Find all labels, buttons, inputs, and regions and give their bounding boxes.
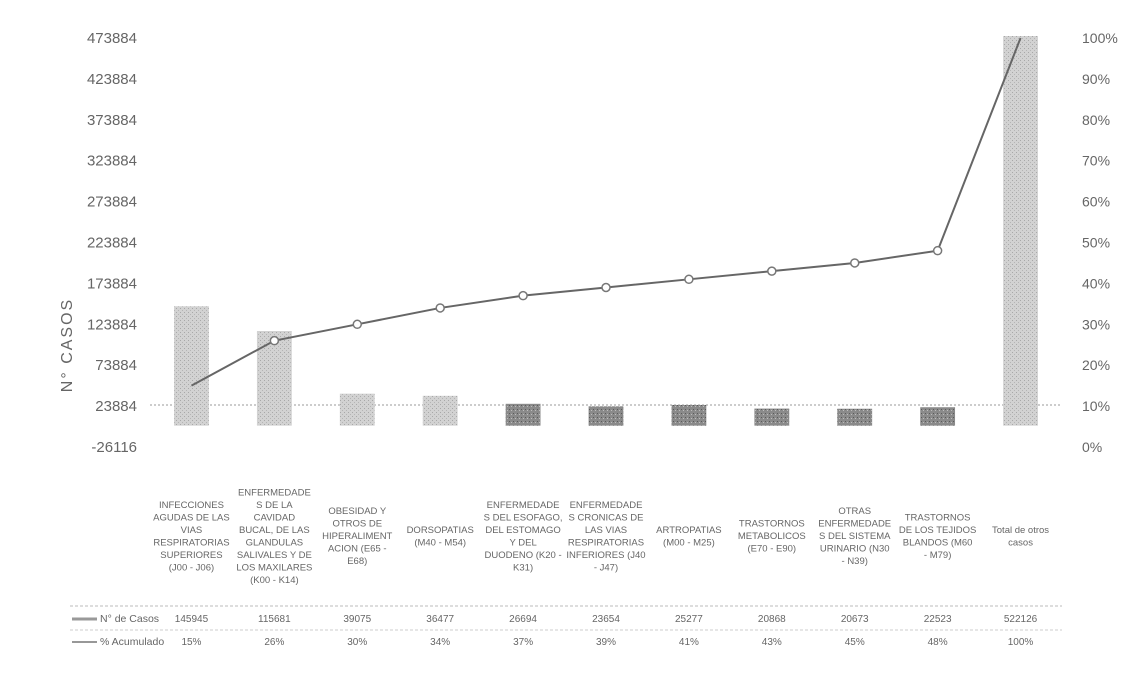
legend-series-name: N° de Casos [100, 613, 159, 625]
y-tick-left-label: 223884 [87, 235, 137, 252]
y-tick-left-label: 173884 [87, 275, 137, 292]
y-tick-right-label: 10% [1082, 398, 1110, 414]
bar [837, 408, 873, 426]
y-tick-right-label: 50% [1082, 235, 1110, 251]
bar [422, 395, 458, 426]
table-cell: 20868 [758, 614, 786, 625]
bar [174, 306, 209, 426]
cumulative-marker [932, 245, 943, 256]
table-cell: 26694 [509, 614, 537, 625]
y-tick-right-label: 20% [1082, 357, 1110, 373]
table-cell: 22523 [924, 614, 952, 625]
legend-series-name: % Acumulado [100, 636, 164, 648]
cumulative-marker [849, 258, 860, 268]
y-tick-left-label: 273884 [87, 194, 137, 211]
cumulative-marker [269, 335, 280, 346]
bar [588, 406, 624, 426]
cumulative-marker [767, 266, 777, 276]
table-cell: 43% [762, 637, 782, 648]
cumulative-line [190, 37, 1022, 387]
y-tick-left-label: 123884 [87, 316, 137, 333]
y-tick-right-label: 0% [1082, 439, 1102, 455]
bar [671, 404, 707, 426]
table-cell: 522126 [1004, 614, 1038, 625]
table-cell: 36477 [426, 614, 454, 625]
category-label: ENFERMEDADE S CRONICAS DE LAS VIAS RESPIRAT… [566, 500, 645, 574]
cumulative-marker [435, 303, 445, 313]
bar [339, 393, 375, 426]
category-label: ARTROPATIAS (M00 - M25) [656, 525, 721, 549]
table-cell: 115681 [258, 614, 291, 625]
cumulative-marker [601, 282, 611, 293]
y-axis-left: 473884 423884 373884 323884 273884 223884 1738… [87, 30, 137, 456]
table-cell: 23654 [592, 614, 620, 625]
y-axis-right: 100% 90% 80% 70% 60% 50% 40% 30% 20% 10% 0% [1082, 30, 1118, 455]
y-tick-left-label: -26116 [91, 439, 137, 456]
y-tick-right-label: 90% [1082, 71, 1110, 87]
bars [174, 36, 1038, 426]
y-axis-title: N° CASOS [59, 298, 76, 392]
y-tick-left-label: 323884 [87, 153, 137, 170]
category-label: OTRAS ENFERMEDADE S DEL SISTEMA URINARIO (N… [818, 506, 891, 567]
bar [1003, 36, 1038, 426]
y-tick-right-label: 100% [1082, 30, 1118, 46]
category-label: TRASTORNOS DE LOS TEJIDOS BLANDOS (M60- M7… [899, 512, 976, 561]
y-tick-left-label: 23884 [95, 398, 137, 415]
category-label: TRASTORNOS METABOLICOS (E70 - E90) [738, 519, 806, 555]
y-tick-left-label: 373884 [87, 112, 137, 129]
table-cell: 37% [513, 637, 533, 648]
table-cell: 41% [679, 637, 699, 648]
y-tick-right-label: 40% [1082, 275, 1110, 291]
bar [754, 408, 790, 426]
table-cell: 39075 [343, 614, 371, 625]
cumulative-marker [352, 319, 363, 330]
table-cell: 100% [1008, 637, 1034, 648]
category-label: ENFERMEDADE S DE LA CAVIDAD BUCAL, DE LAS GL… [236, 487, 312, 586]
y-tick-right-label: 80% [1082, 112, 1110, 128]
category-label: DORSOPATIAS (M40 - M54) [407, 525, 474, 549]
data-table: N° de Casos 145945 115681 39075 36477 26694 23… [70, 605, 1062, 648]
category-labels: INFECCIONES AGUDAS DE LAS VIAS RESPIRATORIA… [153, 487, 1049, 586]
table-cell: 15% [181, 637, 201, 648]
y-tick-left-label: 423884 [87, 71, 137, 88]
table-cell: 39% [596, 637, 616, 648]
category-label: INFECCIONES AGUDAS DE LAS VIAS RESPIRATORIA… [153, 500, 230, 574]
y-tick-right-label: 30% [1082, 316, 1110, 332]
category-label: OBESIDAD Y OTROS DE HIPERALIMENT ACION (E65… [322, 506, 392, 567]
y-tick-left-label: 73884 [95, 357, 137, 374]
category-label: Total de otros casos [992, 525, 1049, 549]
table-cell: 20673 [841, 614, 869, 625]
bar [505, 403, 541, 426]
table-cell: 34% [430, 637, 450, 648]
table-cell: 145945 [175, 614, 209, 625]
table-cell: 48% [928, 637, 948, 648]
cumulative-marker [684, 274, 694, 285]
bar [920, 407, 956, 426]
cumulative-marker [518, 290, 528, 301]
category-label: ENFERMEDADE S DEL ESOFAGO, DEL ESTOMAGO Y D… [484, 500, 563, 574]
cumulative-polyline [190, 37, 1022, 387]
table-cell: 45% [845, 637, 865, 648]
table-cell: 25277 [675, 614, 703, 625]
y-tick-right-label: 60% [1082, 194, 1110, 210]
y-tick-left-label: 473884 [87, 30, 137, 47]
table-cell: 30% [347, 637, 367, 648]
table-cell: 26% [264, 637, 284, 648]
y-tick-right-label: 70% [1082, 153, 1110, 169]
